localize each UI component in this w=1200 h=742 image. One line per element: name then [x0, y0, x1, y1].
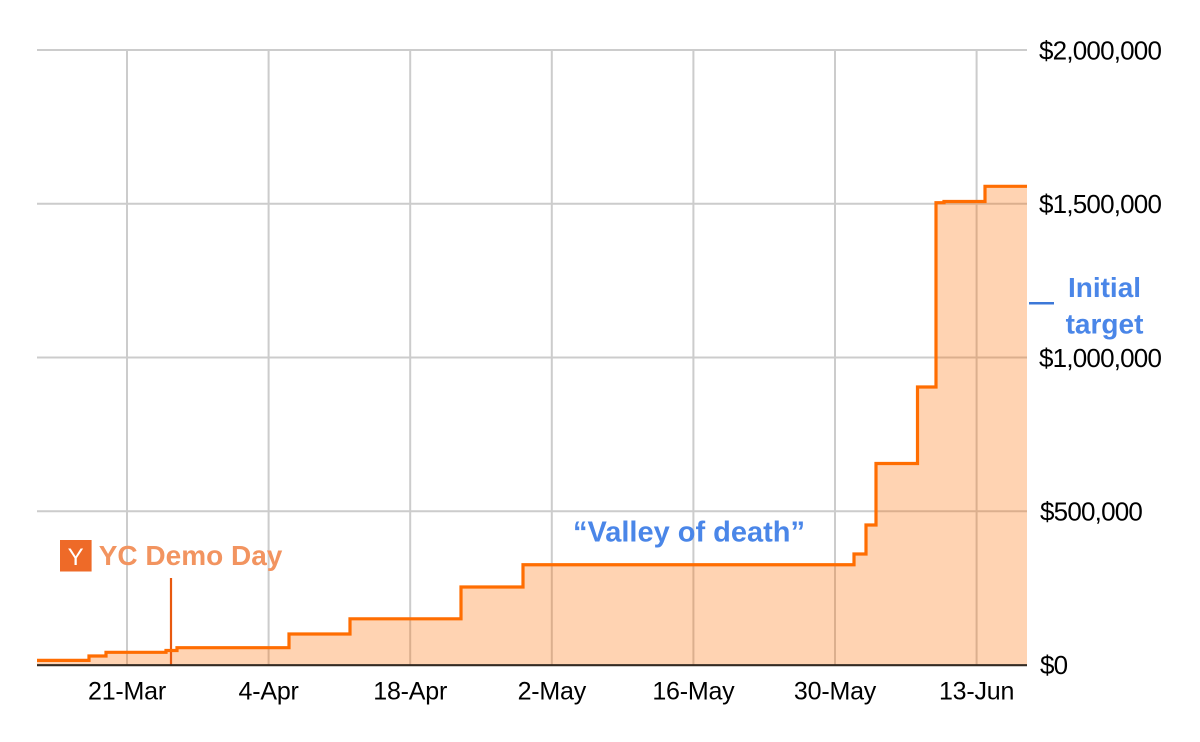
svg-text:target: target	[1066, 309, 1144, 340]
svg-text:21-Mar: 21-Mar	[88, 678, 166, 706]
svg-text:Y: Y	[68, 544, 84, 571]
svg-text:“Valley of death”: “Valley of death”	[573, 516, 805, 548]
svg-text:4-Apr: 4-Apr	[239, 678, 299, 706]
svg-text:Initial: Initial	[1068, 272, 1141, 303]
svg-text:$1,000,000: $1,000,000	[1039, 343, 1161, 373]
svg-text:18-Apr: 18-Apr	[373, 678, 447, 706]
svg-text:YC Demo Day: YC Demo Day	[99, 540, 283, 571]
svg-text:2-May: 2-May	[518, 678, 587, 706]
svg-text:16-May: 16-May	[652, 678, 735, 706]
svg-text:$2,000,000: $2,000,000	[1039, 35, 1161, 65]
svg-text:30-May: 30-May	[794, 678, 877, 706]
svg-text:13-Jun: 13-Jun	[939, 678, 1014, 706]
svg-text:$1,500,000: $1,500,000	[1039, 189, 1161, 219]
svg-text:$500,000: $500,000	[1040, 497, 1142, 527]
svg-text:$0: $0	[1040, 650, 1068, 680]
